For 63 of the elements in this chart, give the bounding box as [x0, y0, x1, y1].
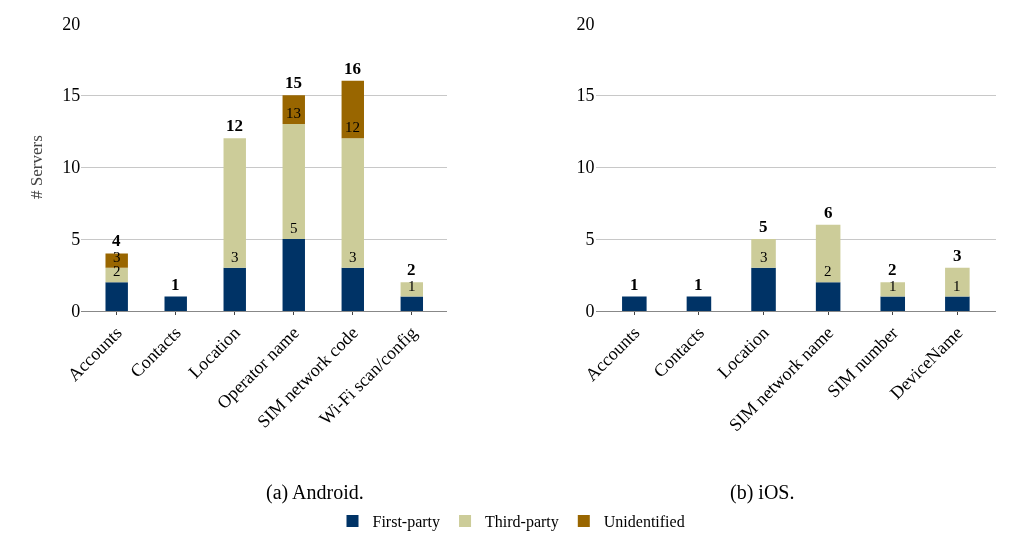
total-label: 2 [888, 260, 897, 279]
data-label: 3 [231, 249, 239, 265]
bar [164, 296, 187, 311]
bar [105, 267, 128, 283]
bar [282, 123, 305, 240]
total-label: 3 [953, 246, 962, 265]
bar [105, 253, 128, 268]
annotation: 12 [345, 119, 360, 135]
bar [341, 80, 364, 139]
total-label: 2 [407, 260, 416, 279]
total-label: 5 [759, 217, 768, 236]
bar [223, 138, 246, 268]
data-label: 2 [113, 263, 121, 279]
total-label: 1 [171, 275, 180, 294]
data-label: 1 [953, 278, 961, 294]
text: (b) iOS. [730, 481, 795, 504]
bar [341, 267, 364, 311]
total-label: 1 [694, 275, 703, 294]
total-label: 15 [285, 73, 302, 92]
bar [400, 282, 424, 297]
bar [400, 296, 424, 311]
text: (a) Android. [266, 481, 364, 504]
bar [945, 296, 970, 311]
legend-label: First-party [372, 513, 441, 532]
y-tick-label: 5 [71, 229, 81, 250]
bar [751, 267, 776, 311]
y-tick-label: 10 [576, 157, 595, 178]
total-label: 12 [226, 116, 243, 135]
bar [282, 239, 305, 311]
y-axis-title: # Servers [26, 135, 46, 199]
data-label: 1 [408, 278, 416, 294]
y-tick-label: 20 [576, 13, 595, 34]
bar [105, 282, 128, 311]
data-label: 5 [290, 220, 298, 236]
y-tick-label: 20 [62, 13, 81, 34]
y-tick-label: 0 [585, 301, 595, 322]
bar [880, 282, 906, 297]
bar [880, 296, 906, 311]
total-label: 4 [112, 231, 121, 250]
legend-label: Unidentified [603, 513, 685, 531]
data-label: 3 [760, 249, 768, 265]
y-tick-label: 5 [585, 229, 595, 250]
data-label: 1 [889, 278, 897, 294]
y-tick-label: 10 [62, 157, 81, 178]
bar [622, 296, 647, 311]
total-label: 6 [824, 203, 833, 222]
annotation: 13 [286, 105, 301, 121]
annotation: 3 [113, 249, 121, 265]
y-tick-label: 15 [62, 85, 81, 106]
bar [815, 224, 841, 283]
bar [341, 138, 364, 268]
legend-label: Third-party [485, 513, 559, 532]
bar [686, 296, 712, 311]
data-label: 2 [824, 263, 832, 279]
y-tick-label: 0 [71, 301, 81, 322]
bar [751, 239, 776, 268]
total-label: 16 [344, 59, 361, 78]
bar [945, 267, 970, 297]
bar [223, 267, 246, 311]
data-label: 3 [349, 249, 357, 265]
total-label: 1 [630, 275, 639, 294]
bar [815, 282, 841, 311]
y-tick-label: 15 [576, 85, 595, 106]
